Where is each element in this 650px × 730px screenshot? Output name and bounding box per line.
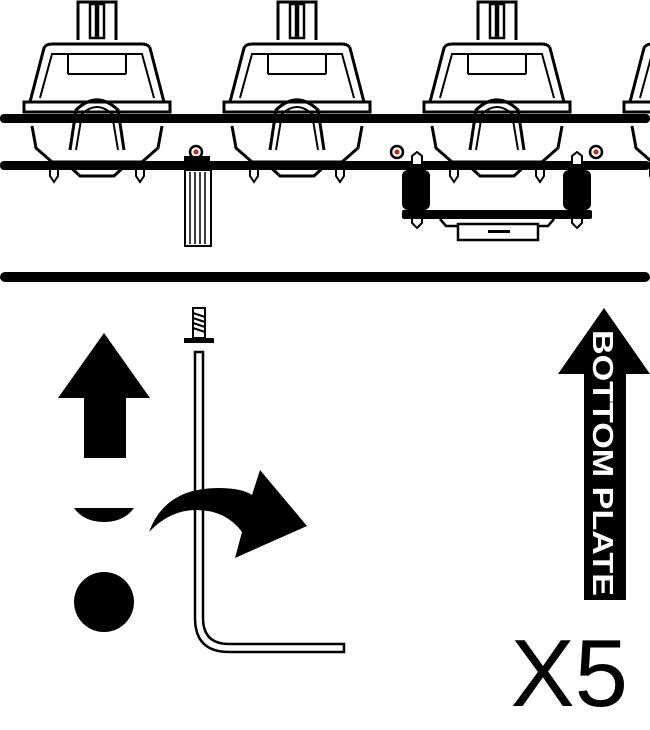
keyboard-cross-section [0,0,650,247]
screw-top-icon [74,572,134,632]
bottom-plate-arrow: BOTTOM PLATE [558,308,650,600]
screw-head-icon [74,508,134,522]
quantity-label: X5 [511,620,628,727]
pcb-board [0,161,650,170]
up-arrow-icon [58,333,150,458]
stabilizer-icon [389,144,604,242]
switch-plate [0,114,650,123]
section-divider [0,272,650,282]
screw-icon [184,144,212,247]
mechanical-switch-icon [222,0,372,184]
bottom-plate-label: BOTTOM PLATE [586,330,618,596]
curved-arrow-icon [149,470,307,558]
screw-icon [184,307,214,343]
mechanical-switch-icon [22,0,172,184]
mechanical-switch-icon [422,0,572,184]
hex-key-icon [193,350,346,654]
mechanical-switch-icon [622,0,650,184]
